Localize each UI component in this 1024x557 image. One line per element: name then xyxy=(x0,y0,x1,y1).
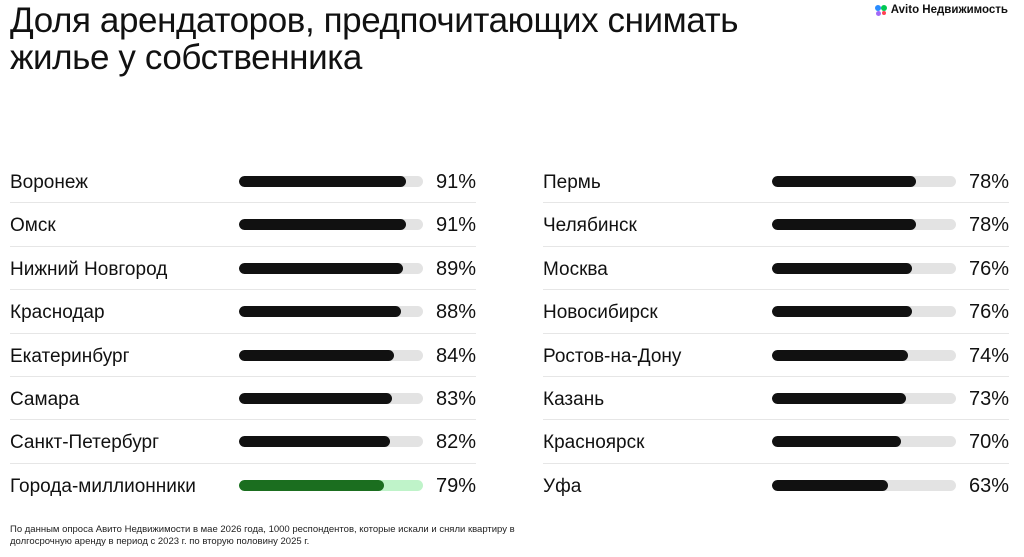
bar xyxy=(772,176,916,187)
bar-row: Самара 83% xyxy=(10,377,476,421)
data-label: 73% xyxy=(968,387,1009,410)
data-label: 78% xyxy=(968,214,1009,237)
data-label: 78% xyxy=(968,171,1009,193)
bar-track xyxy=(772,176,956,187)
bar-row: Уфа 63% xyxy=(543,464,1009,507)
category-label: Красноярск xyxy=(543,432,645,454)
category-label: Уфа xyxy=(543,475,582,497)
bar xyxy=(239,262,403,274)
bar-row: Воронеж 91% xyxy=(10,160,476,204)
bar xyxy=(239,349,394,361)
bar xyxy=(772,392,907,404)
data-label: 91% xyxy=(435,171,476,193)
category-label: Самара xyxy=(10,388,80,410)
data-label: 91% xyxy=(435,214,476,237)
data-label: 79% xyxy=(435,474,476,497)
bar-row: Челябинск 78% xyxy=(543,203,1009,247)
bar-row: Москва 76% xyxy=(543,247,1009,291)
category-label: Нижний Новгород xyxy=(10,258,168,280)
bar-track xyxy=(772,479,956,491)
category-label: Воронеж xyxy=(10,172,88,193)
category-label: Санкт-Петербург xyxy=(10,432,160,454)
bar-row: Нижний Новгород 89% xyxy=(10,247,476,291)
chart-right-column: Пермь 78% Челябинск 78% Москва 76% Новосибирск… xyxy=(543,160,1009,507)
bar-track xyxy=(239,436,423,448)
bar-row: Города-миллионники 79% xyxy=(10,464,476,507)
category-label: Омск xyxy=(10,215,56,237)
bar-track xyxy=(239,262,423,274)
bar xyxy=(239,479,385,491)
category-label: Пермь xyxy=(543,172,601,193)
bar-row: Санкт-Петербург 82% xyxy=(10,420,476,464)
bar-track xyxy=(772,436,956,448)
data-label: 82% xyxy=(435,431,476,454)
brand: Avito Недвижимость xyxy=(874,3,1008,17)
data-label: 76% xyxy=(968,257,1009,280)
category-label: Ростов-на-Дону xyxy=(543,345,682,367)
bar-track xyxy=(772,349,956,361)
chart-left-column: Воронеж 91% Омск 91% Нижний Новгород 89% Красн… xyxy=(10,160,476,507)
bar xyxy=(239,176,407,187)
footnote: По данным опроса Авито Недвижимости в ма… xyxy=(10,524,515,547)
data-label: 74% xyxy=(968,344,1009,367)
category-label: Екатеринбург xyxy=(10,345,130,367)
chart-title: Доля арендаторов, предпочитающих снимать… xyxy=(10,1,739,77)
bar-row: Пермь 78% xyxy=(543,160,1009,204)
bar xyxy=(772,306,912,318)
data-label: 83% xyxy=(435,387,476,410)
data-label: 88% xyxy=(435,301,476,324)
bar xyxy=(772,349,909,361)
bar xyxy=(239,392,392,404)
data-label: 63% xyxy=(968,474,1009,497)
bar-track xyxy=(239,392,423,404)
brand-name: Avito Недвижимость xyxy=(890,4,1008,16)
bar-row: Новосибирск 76% xyxy=(543,290,1009,334)
bar-track xyxy=(772,306,956,318)
category-label: Москва xyxy=(543,258,608,280)
category-label: Челябинск xyxy=(543,215,637,237)
bar-track xyxy=(239,219,423,231)
bar-row: Казань 73% xyxy=(543,377,1009,421)
bar xyxy=(772,219,916,231)
bar-row: Екатеринбург 84% xyxy=(10,334,476,377)
bar xyxy=(772,479,888,491)
data-label: 70% xyxy=(968,431,1009,454)
bar-track xyxy=(239,349,423,361)
category-label: Казань xyxy=(543,388,605,410)
bar xyxy=(239,306,401,318)
data-label: 84% xyxy=(435,344,476,367)
bar xyxy=(239,436,390,448)
bar-row: Краснодар 88% xyxy=(10,290,476,334)
bar-row: Ростов-на-Дону 74% xyxy=(543,334,1009,377)
bar xyxy=(772,262,912,274)
bar xyxy=(239,219,407,231)
bar-track xyxy=(772,219,956,231)
category-label: Города-миллионники xyxy=(10,475,196,497)
bar-track xyxy=(239,306,423,318)
category-label: Краснодар xyxy=(10,302,105,324)
bar-track xyxy=(239,176,423,187)
bar-row: Красноярск 70% xyxy=(543,420,1009,464)
bar-track xyxy=(772,392,956,404)
bar xyxy=(772,436,901,448)
bar-track xyxy=(772,262,956,274)
bar-track xyxy=(239,479,423,491)
avito-logo-icon xyxy=(874,4,888,16)
data-label: 89% xyxy=(435,257,476,280)
category-label: Новосибирск xyxy=(543,302,658,324)
data-label: 76% xyxy=(968,301,1009,324)
bar-row: Омск 91% xyxy=(10,203,476,247)
